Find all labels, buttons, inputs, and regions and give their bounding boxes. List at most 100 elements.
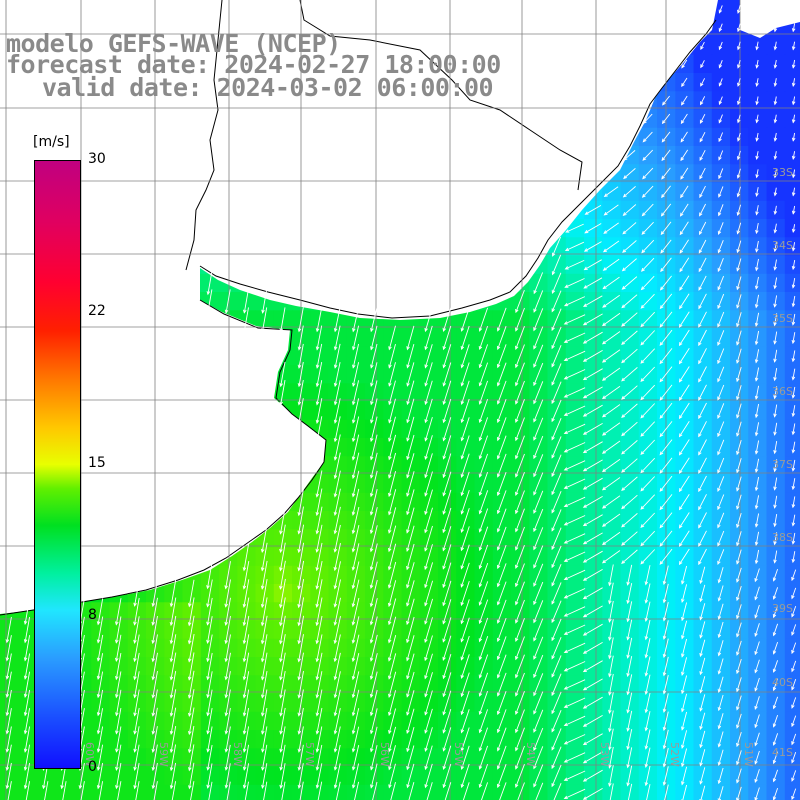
wind-arrow (387, 525, 397, 553)
wind-arrow (681, 748, 688, 768)
wind-arrow (315, 524, 323, 553)
wind-arrow (424, 544, 433, 571)
wind-arrow (515, 745, 525, 770)
wind-arrow (660, 239, 672, 254)
wind-arrow (700, 78, 706, 87)
wind-arrow (424, 380, 433, 406)
wind-arrow (699, 603, 706, 621)
wind-arrow (442, 635, 452, 661)
wind-arrow (153, 781, 158, 800)
wind-arrow (260, 597, 268, 627)
wind-arrow (678, 457, 690, 474)
wind-arrow (551, 728, 562, 751)
wind-arrow (515, 618, 525, 642)
wind-arrow (644, 583, 651, 604)
wind-arrow (662, 656, 669, 677)
wind-arrow (791, 295, 796, 308)
wind-arrow (369, 653, 378, 681)
wind-arrow (659, 384, 673, 401)
wind-arrow (279, 615, 286, 645)
wind-arrow (791, 605, 797, 618)
wind-arrow (535, 782, 544, 800)
wind-arrow (678, 530, 690, 547)
wind-arrow (96, 726, 104, 753)
wind-arrow (496, 617, 507, 643)
wind-arrow (773, 313, 778, 327)
wind-arrow (442, 362, 452, 387)
wind-arrow (601, 440, 621, 454)
colorbar (34, 160, 81, 769)
wind-arrow (206, 671, 213, 699)
wind-arrow (23, 708, 31, 735)
wind-arrow (533, 618, 544, 642)
wind-arrow (299, 781, 304, 800)
wind-arrow (698, 257, 707, 273)
wind-arrow (640, 293, 655, 309)
wind-arrow (551, 254, 562, 276)
wind-arrow (297, 634, 304, 663)
wind-arrow (261, 726, 268, 753)
land-mass-northeast (740, 0, 800, 38)
wind-arrow (662, 565, 669, 586)
wind-arrow (662, 693, 669, 713)
wind-arrow (608, 582, 614, 605)
wind-arrow (563, 697, 586, 708)
wind-arrow (297, 726, 304, 753)
wind-arrow (515, 362, 525, 387)
wind-arrow (791, 715, 797, 728)
wind-arrow (678, 493, 690, 511)
wind-arrow (791, 132, 796, 142)
wind-arrow (754, 641, 760, 656)
wind-arrow (601, 422, 621, 436)
wind-arrow (460, 471, 470, 497)
wind-arrow (335, 781, 341, 800)
wind-arrow (133, 616, 140, 645)
wind-arrow (736, 549, 742, 565)
wind-arrow (496, 417, 507, 442)
wind-arrow (736, 695, 742, 711)
wind-arrow (351, 452, 360, 480)
wind-arrow (698, 475, 707, 493)
wind-arrow (388, 763, 396, 789)
wind-arrow (773, 259, 777, 271)
wind-arrow (387, 543, 397, 571)
coastline-uruguay-brazil (199, 19, 717, 319)
wind-arrow (644, 692, 651, 714)
wind-arrow (370, 362, 378, 388)
wind-arrow (242, 707, 250, 735)
wind-arrow (279, 763, 286, 790)
wind-arrow (551, 472, 562, 496)
wind-arrow (737, 114, 741, 124)
colorbar-tick-15: 15 (88, 455, 106, 471)
wind-arrow (679, 203, 689, 217)
wind-arrow (661, 149, 671, 162)
wind-arrow (755, 59, 759, 69)
lat-label: 40S (772, 676, 793, 689)
wind-arrow (279, 652, 286, 681)
wind-arrow (736, 786, 742, 800)
wind-arrow (773, 59, 778, 69)
wind-arrow (369, 507, 378, 535)
wind-arrow (754, 385, 760, 401)
wind-arrow (23, 762, 31, 790)
wind-arrow (644, 619, 651, 641)
wind-arrow (460, 635, 470, 661)
wind-arrow (369, 561, 378, 589)
wind-arrow (698, 366, 707, 383)
wind-arrow (333, 307, 341, 333)
wind-arrow (333, 325, 341, 351)
wind-arrow (755, 240, 759, 253)
wind-arrow (626, 583, 633, 605)
wind-arrow (551, 710, 562, 733)
wind-arrow (642, 131, 653, 143)
wind-arrow (515, 727, 525, 752)
wind-arrow (791, 332, 796, 345)
wind-arrow (260, 542, 268, 572)
wind-arrow (582, 660, 603, 673)
wind-arrow (242, 689, 250, 717)
wind-arrow (754, 276, 759, 290)
wind-arrow (627, 783, 633, 800)
wind-arrow (460, 580, 470, 607)
wind-arrow (351, 525, 360, 553)
